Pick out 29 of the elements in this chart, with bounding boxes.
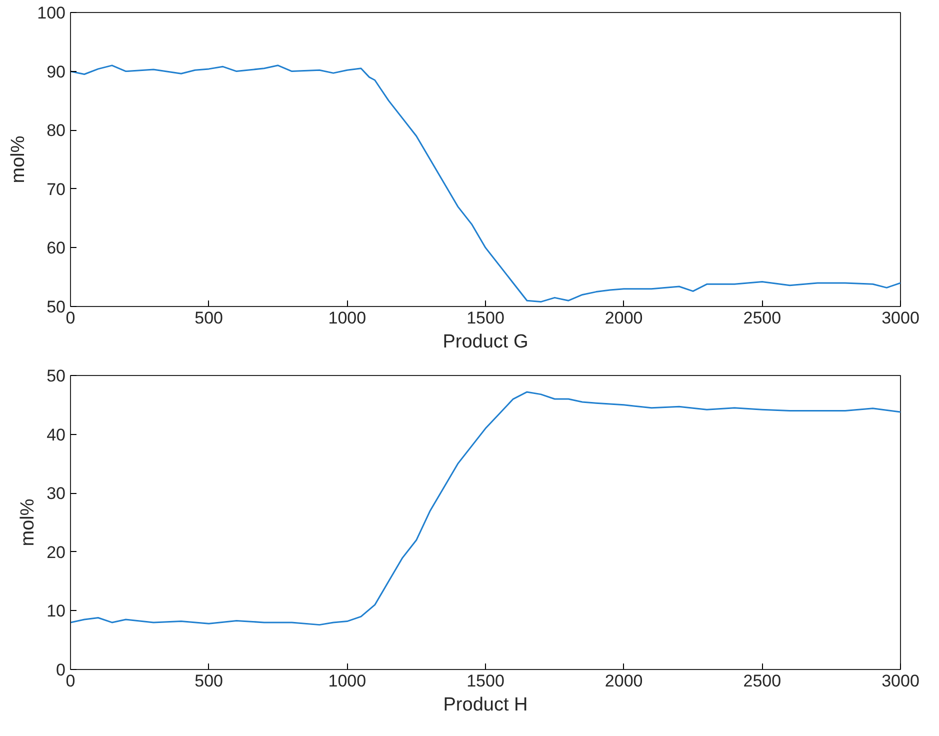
x-tick-label: 500 [194,672,224,690]
y-tick-label: 30 [46,484,66,504]
x-axis-title: Product H [443,694,528,716]
x-tick-label: 1000 [328,672,366,690]
y-tick-label: 40 [46,425,66,444]
x-tick-label: 1500 [466,672,504,690]
y-tick-label: 50 [46,298,66,316]
y-tick-label: 60 [46,238,66,258]
x-tick-label: 3000 [882,672,920,690]
x-tick-label: 2000 [604,672,643,690]
y-axis-title: mol% [8,136,30,184]
y-tick-label: 50 [46,366,66,386]
y-tick-label: 10 [46,602,66,621]
y-tick-label: 20 [46,542,66,562]
line-series [70,391,900,626]
y-tick-label: 100 [37,4,66,22]
x-tick-label: 2500 [743,672,782,690]
x-tick-label: 500 [194,308,224,328]
x-tick-label: 2000 [604,308,643,328]
y-tick-label: 70 [46,180,66,199]
x-tick-label: 3000 [882,308,920,328]
line-series [70,64,900,303]
y-axis-title: mol% [18,498,39,546]
y-tick-label: 80 [46,121,66,140]
x-tick-label: 1000 [328,308,366,328]
y-tick-label: 90 [46,62,66,82]
x-tick-label: 1500 [466,308,504,328]
x-tick-label: 2500 [743,308,782,328]
x-axis-title: Product G [442,332,528,352]
